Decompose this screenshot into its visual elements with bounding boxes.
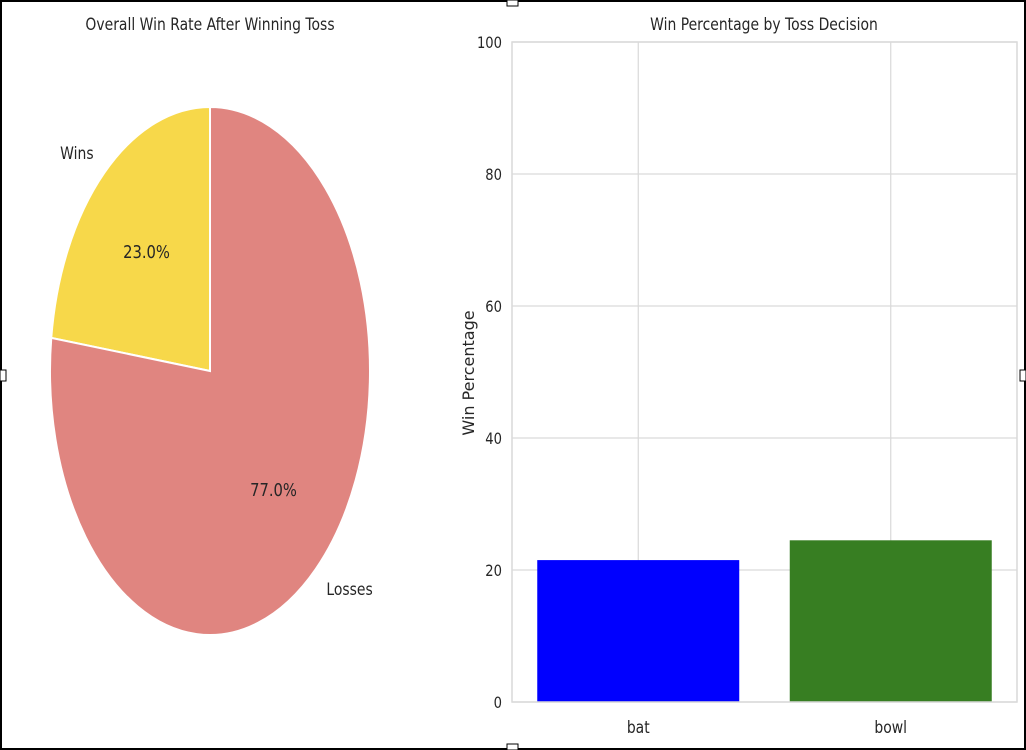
- x-tick-label-bat: bat: [627, 718, 650, 738]
- y-tick-label: 60: [485, 298, 502, 317]
- bar-bat: [537, 560, 740, 702]
- pie-labels: Wins 23.0% Losses 77.0%: [60, 144, 373, 599]
- y-tick-label: 100: [477, 34, 502, 53]
- pie-slices: [49, 105, 371, 636]
- plot-area-border: [511, 41, 1018, 703]
- pie-label-losses: Losses: [326, 580, 372, 600]
- y-tick-label: 80: [485, 166, 502, 185]
- pie-label-wins: Wins: [60, 144, 93, 164]
- y-tick-label: 0: [494, 694, 502, 713]
- y-axis-label: Win Percentage: [459, 310, 478, 435]
- bar-title: Win Percentage by Toss Decision: [650, 15, 878, 35]
- pie-slice-wins: [50, 105, 211, 373]
- x-tick-label-bowl: bowl: [874, 718, 907, 738]
- pie-pct-losses: 77.0%: [250, 479, 297, 500]
- bar-bowl: [789, 540, 992, 702]
- x-axis-ticks: bat bowl: [627, 718, 907, 738]
- bar-axes-frame: [511, 41, 1018, 703]
- pie-title: Overall Win Rate After Winning Toss: [85, 15, 334, 35]
- y-tick-label: 20: [485, 562, 502, 581]
- pie-pct-wins: 23.0%: [123, 242, 170, 263]
- pie-chart: Overall Win Rate After Winning Toss Wins…: [49, 15, 373, 636]
- bar-series: [537, 540, 992, 702]
- bar-chart: Win Percentage by Toss Decision 0 20 40 60 8…: [459, 15, 1018, 738]
- pie-slice-losses: [49, 105, 371, 636]
- y-tick-label: 40: [485, 430, 502, 449]
- y-axis-ticks: 0 20 40 60 80 100: [477, 34, 502, 713]
